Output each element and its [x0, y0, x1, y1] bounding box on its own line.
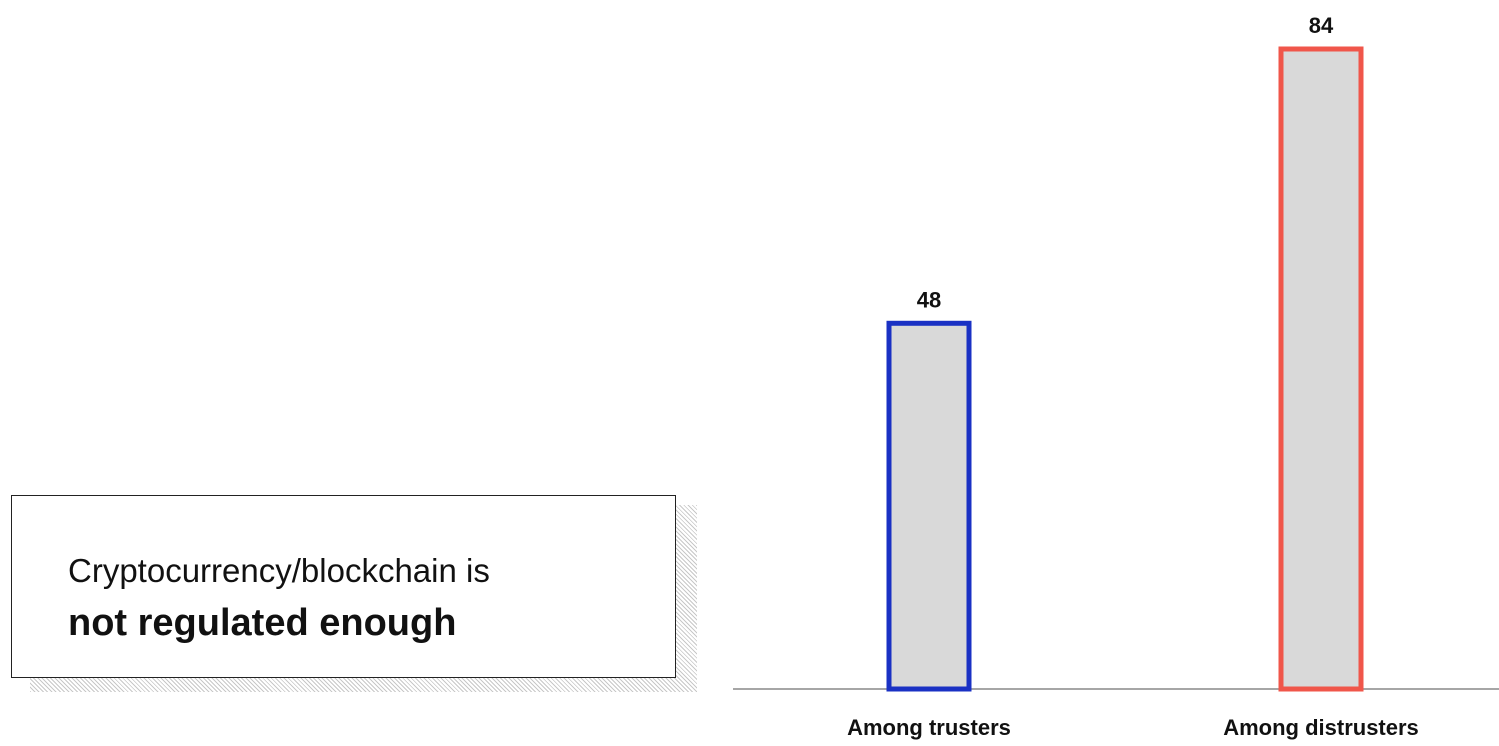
- callout-emphasis-text: not regulated enough: [68, 602, 457, 644]
- bars-group: 48 Among trusters 84 Among distrusters: [847, 13, 1419, 740]
- bar-value-label: 48: [917, 287, 941, 312]
- bar-value-label: 84: [1309, 13, 1334, 38]
- category-label: Among trusters: [847, 715, 1011, 740]
- category-label: Among distrusters: [1223, 715, 1419, 740]
- bar-2: [1278, 46, 1364, 692]
- callout-box: Cryptocurrency/blockchain is not regulat…: [11, 495, 676, 678]
- callout-text: Cryptocurrency/blockchain is: [68, 552, 490, 589]
- bar-1: [886, 320, 972, 692]
